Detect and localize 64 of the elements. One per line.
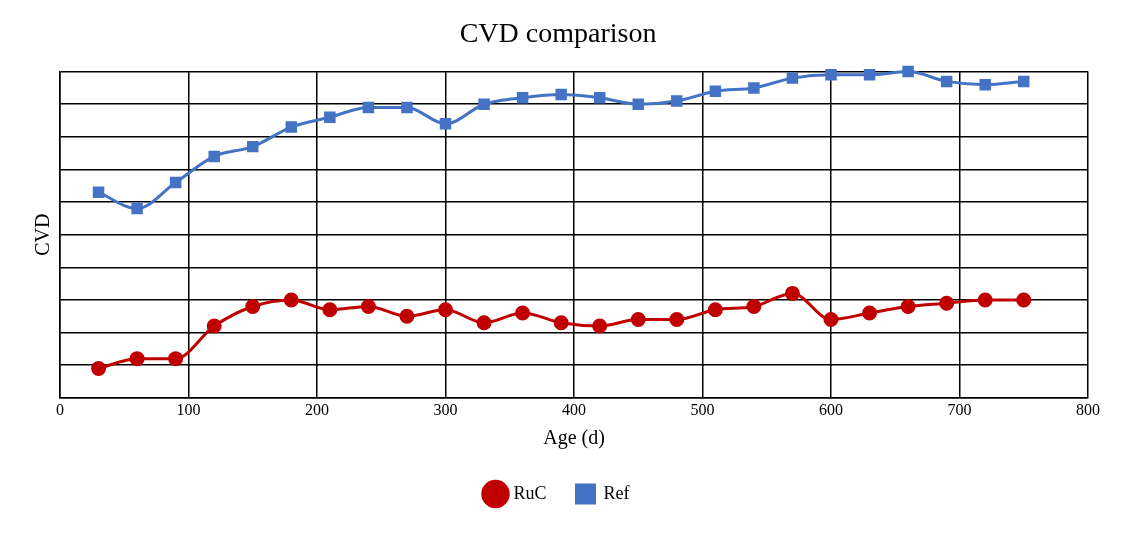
point bbox=[247, 140, 259, 153]
x-tick-label: 300 bbox=[433, 400, 458, 418]
point bbox=[169, 176, 182, 189]
legend-label: RuC bbox=[513, 482, 547, 503]
legend-label: Ref bbox=[603, 482, 630, 503]
point bbox=[1018, 75, 1030, 88]
point bbox=[168, 351, 184, 367]
point bbox=[516, 91, 529, 104]
point bbox=[863, 69, 876, 81]
point bbox=[285, 121, 298, 133]
point bbox=[939, 295, 955, 311]
point bbox=[630, 312, 646, 328]
point bbox=[324, 111, 336, 124]
point bbox=[362, 101, 375, 114]
point bbox=[401, 101, 413, 114]
point bbox=[476, 315, 492, 331]
x-tick-label: 500 bbox=[690, 400, 715, 418]
point bbox=[902, 65, 914, 78]
point bbox=[283, 292, 299, 308]
point bbox=[823, 312, 839, 328]
x-tick-label: 800 bbox=[1076, 400, 1100, 418]
point bbox=[478, 98, 490, 110]
x-tick-label: 700 bbox=[947, 400, 972, 418]
point bbox=[593, 91, 606, 104]
point bbox=[555, 88, 567, 101]
point bbox=[592, 318, 608, 334]
point bbox=[553, 315, 569, 331]
point bbox=[439, 118, 452, 130]
point bbox=[91, 360, 107, 376]
point bbox=[206, 318, 222, 334]
x-tick-label: 100 bbox=[176, 400, 201, 418]
point bbox=[208, 150, 220, 163]
point bbox=[709, 85, 722, 97]
point bbox=[671, 95, 683, 107]
point bbox=[515, 305, 531, 321]
point bbox=[979, 78, 991, 91]
point bbox=[322, 302, 338, 318]
point bbox=[825, 69, 837, 81]
point bbox=[245, 298, 261, 314]
x-tick-label: 600 bbox=[819, 400, 843, 418]
chart-title: CVD comparison bbox=[459, 17, 657, 49]
point bbox=[900, 298, 916, 314]
point bbox=[131, 202, 143, 215]
x-tick-label: 400 bbox=[562, 400, 586, 418]
point bbox=[1016, 292, 1032, 308]
point bbox=[746, 298, 762, 314]
point bbox=[748, 82, 760, 94]
point bbox=[786, 72, 799, 84]
y-axis-title: CVD bbox=[31, 213, 54, 256]
point bbox=[862, 305, 878, 321]
point bbox=[784, 285, 800, 301]
point bbox=[92, 186, 105, 199]
point bbox=[977, 292, 993, 308]
x-tick-label: 0 bbox=[56, 400, 64, 418]
point bbox=[399, 308, 415, 324]
point bbox=[940, 75, 953, 88]
point bbox=[632, 98, 644, 110]
x-axis-title: Age (d) bbox=[543, 426, 605, 450]
x-tick-label: 200 bbox=[305, 400, 329, 418]
point bbox=[129, 351, 145, 367]
point bbox=[707, 302, 723, 318]
point bbox=[438, 302, 453, 318]
point bbox=[360, 298, 376, 314]
point bbox=[669, 312, 685, 328]
